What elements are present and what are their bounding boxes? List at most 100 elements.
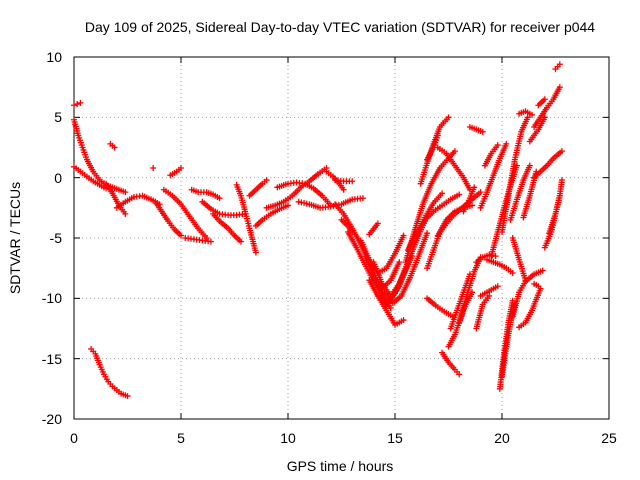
data-point xyxy=(178,232,184,239)
data-point xyxy=(71,102,77,109)
chart-title: Day 109 of 2025, Sidereal Day-to-day VTE… xyxy=(85,19,595,35)
data-point xyxy=(469,202,476,209)
data-point xyxy=(122,189,129,196)
x-tick-label: 0 xyxy=(70,430,78,446)
series-arc70 xyxy=(546,192,563,237)
data-point xyxy=(434,132,441,139)
y-tick-label: 10 xyxy=(46,49,62,65)
data-point xyxy=(486,292,493,299)
series-arc19 xyxy=(263,165,330,211)
data-point xyxy=(494,142,501,149)
y-tick-label: -20 xyxy=(42,411,62,427)
data-point xyxy=(539,267,546,274)
data-point xyxy=(74,101,81,108)
x-tick-label: 25 xyxy=(601,430,617,446)
data-point xyxy=(111,144,118,151)
series-arc55 xyxy=(456,289,476,326)
data-point xyxy=(456,191,463,198)
data-point xyxy=(237,238,244,245)
data-point xyxy=(396,259,403,266)
series-arc53 xyxy=(477,283,501,299)
series-arc21 xyxy=(295,195,366,211)
series-arc06 xyxy=(103,180,129,217)
series-arc10 xyxy=(150,165,157,172)
data-point xyxy=(122,210,129,217)
series-arc71 xyxy=(552,61,563,73)
series-arc02 xyxy=(71,99,84,109)
series-arc61 xyxy=(509,267,546,320)
data-point xyxy=(541,96,548,103)
series-arc16 xyxy=(233,181,259,256)
grid xyxy=(74,57,609,419)
x-tick-label: 15 xyxy=(387,430,403,446)
series-arc60 xyxy=(509,235,529,284)
series-arc44 xyxy=(447,271,473,332)
series-arc04 xyxy=(88,346,131,400)
x-axis-label: GPS time / hours xyxy=(287,458,394,474)
series-arc51 xyxy=(484,256,516,276)
series-arc45 xyxy=(434,144,473,193)
series-arc13 xyxy=(182,235,214,245)
series-arc31 xyxy=(374,292,407,328)
series-arc67 xyxy=(531,148,565,181)
data-point xyxy=(556,192,563,199)
series-arc59 xyxy=(507,162,533,223)
series-arc36 xyxy=(404,191,463,254)
series-arc50 xyxy=(481,142,501,169)
data-point xyxy=(150,165,157,172)
series-arc23 xyxy=(332,177,356,185)
data-point xyxy=(494,283,501,290)
series-arc09 xyxy=(167,165,184,179)
data-points xyxy=(71,61,565,400)
x-tick-labels: 0 5 10 15 20 25 xyxy=(70,430,617,446)
data-point xyxy=(558,148,565,155)
data-point xyxy=(124,393,131,400)
y-tick-labels: -20 -15 -10 -5 0 5 10 xyxy=(42,49,62,427)
data-point xyxy=(535,283,542,290)
data-point xyxy=(387,304,394,311)
y-tick-label: 0 xyxy=(54,170,62,186)
data-point xyxy=(285,202,291,209)
x-tick-label: 20 xyxy=(494,430,510,446)
series-arc43 xyxy=(439,349,463,378)
data-point xyxy=(216,195,223,202)
series-arc18 xyxy=(252,202,291,229)
data-point xyxy=(178,165,184,172)
data-point xyxy=(471,184,478,191)
y-tick-label: -15 xyxy=(42,351,62,367)
series-arc07 xyxy=(113,192,163,211)
series-arc05 xyxy=(107,140,118,151)
data-point xyxy=(349,178,356,185)
data-point xyxy=(509,269,516,276)
x-tick-label: 5 xyxy=(177,430,185,446)
data-point xyxy=(556,61,563,68)
data-point xyxy=(424,230,431,237)
data-point xyxy=(526,162,533,169)
series-arc01 xyxy=(71,116,129,196)
series-arc66 xyxy=(531,84,563,130)
data-point xyxy=(400,232,407,239)
series-arc40 xyxy=(424,295,456,320)
series-arc46 xyxy=(460,184,478,215)
series-arc62 xyxy=(516,285,544,331)
series-arc54 xyxy=(473,292,493,332)
data-point xyxy=(451,148,458,155)
series-arc15 xyxy=(210,210,244,245)
data-point xyxy=(556,84,563,91)
series-arc68 xyxy=(535,96,548,109)
axis-ticks xyxy=(73,56,610,420)
data-point xyxy=(340,186,347,193)
series-arc72 xyxy=(531,280,542,290)
data-point xyxy=(445,114,452,121)
y-tick-label: -10 xyxy=(42,290,62,306)
data-point xyxy=(558,177,565,184)
y-axis-label: SDTVAR / TECUs xyxy=(7,182,23,294)
series-arc14 xyxy=(199,198,249,219)
series-arc63 xyxy=(516,108,535,118)
data-point xyxy=(456,371,463,378)
data-point xyxy=(503,140,510,147)
data-point xyxy=(374,220,381,227)
series-arc34 xyxy=(366,220,381,238)
series-arc38 xyxy=(424,132,441,163)
data-point xyxy=(252,249,259,256)
